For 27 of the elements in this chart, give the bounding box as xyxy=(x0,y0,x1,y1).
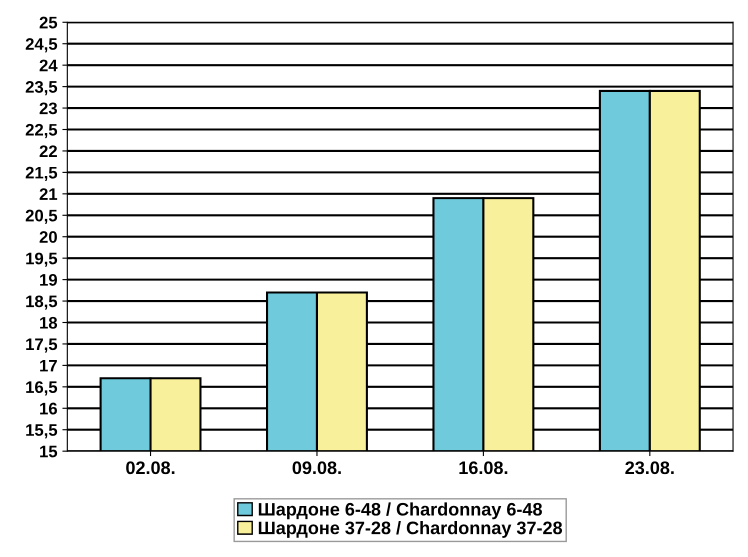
x-tick-label: 16.08. xyxy=(459,461,508,474)
y-tick-label: 23 xyxy=(40,102,57,114)
y-tick-label: 20,5 xyxy=(26,210,58,224)
y-tick-label: 16 xyxy=(40,402,57,414)
y-tick-label: 24,5 xyxy=(26,38,58,52)
y-tick-label: 19,5 xyxy=(26,252,58,267)
legend-label: Шардоне 37-28 / Chardonnay 37-28 xyxy=(258,521,562,538)
y-tick-label: 20 xyxy=(40,231,57,243)
y-tick-label: 21 xyxy=(40,188,58,200)
y-tick-label: 17 xyxy=(40,360,57,372)
y-tick-label: 24 xyxy=(40,60,58,72)
x-tick-label: 23.08. xyxy=(625,461,674,474)
y-tick-label: 15,5 xyxy=(26,424,58,438)
y-tick-label: 25 xyxy=(40,16,58,28)
y-tick-label: 18,5 xyxy=(26,295,58,310)
y-tick-label: 22,5 xyxy=(26,124,58,138)
y-tick-label: 21,5 xyxy=(26,166,58,182)
y-tick-label: 15 xyxy=(40,446,58,458)
legend-label: Шардоне 6-48 / Chardonnay 6-48 xyxy=(258,502,542,520)
x-tick-label: 09.08. xyxy=(292,461,341,474)
y-tick-label: 17,5 xyxy=(26,338,58,353)
y-tick-label: 22 xyxy=(40,145,57,157)
y-tick-label: 16,5 xyxy=(26,381,58,396)
y-tick-label: 23,5 xyxy=(26,81,58,96)
x-tick-label: 02.08. xyxy=(126,461,174,474)
y-tick-label: 18 xyxy=(40,316,58,329)
y-tick-label: 19 xyxy=(40,274,57,286)
